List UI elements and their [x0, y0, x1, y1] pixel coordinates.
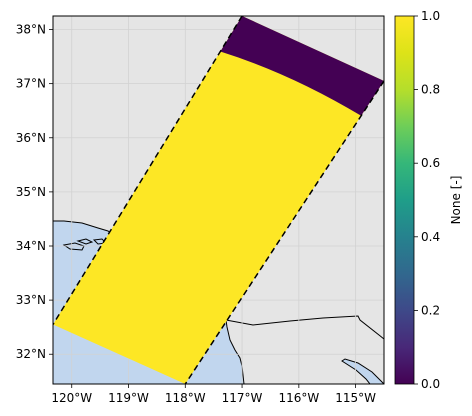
map-frame — [52, 15, 385, 385]
lon-tick-label: 115°W — [335, 391, 376, 405]
swath-edge-east — [184, 80, 384, 384]
data-swath — [53, 16, 384, 384]
lon-tick-label: 116°W — [278, 391, 319, 405]
colorbar-gradient — [394, 15, 415, 385]
lat-tick-label: 38°N — [16, 23, 46, 37]
colorbar-tick-label: 0.2 — [421, 303, 440, 317]
lat-tick-label: 32°N — [16, 347, 46, 361]
colorbar: 0.0 0.2 0.4 0.6 0.8 1.0 None [-] — [394, 9, 463, 391]
lon-tick-label: 117°W — [222, 391, 263, 405]
latitude-axis: 32°N 33°N 34°N 35°N 36°N 37°N 38°N — [16, 23, 53, 361]
lat-tick-label: 37°N — [16, 77, 46, 91]
colorbar-label: None [-] — [449, 176, 463, 225]
lat-tick-label: 34°N — [16, 239, 46, 253]
map-area — [53, 16, 384, 384]
lon-tick-label: 120°W — [51, 391, 92, 405]
swath-value-1 — [53, 16, 384, 384]
colorbar-tick-label: 0.4 — [421, 230, 440, 244]
colorbar-tick-label: 0.8 — [421, 83, 440, 97]
us-mexico-border — [225, 315, 384, 340]
swath-edge-west — [53, 16, 243, 325]
lat-tick-label: 33°N — [16, 293, 46, 307]
lon-tick-label: 118°W — [165, 391, 206, 405]
lat-tick-label: 35°N — [16, 185, 46, 199]
longitude-axis: 120°W 119°W 118°W 117°W 116°W 115°W — [51, 384, 376, 405]
colorbar-tick-label: 1.0 — [421, 9, 440, 23]
colorbar-ticks: 0.0 0.2 0.4 0.6 0.8 1.0 — [414, 9, 440, 391]
colorbar-tick-label: 0.6 — [421, 156, 440, 170]
lon-tick-label: 119°W — [108, 391, 149, 405]
colorbar-tick-label: 0.0 — [421, 377, 440, 391]
lat-tick-label: 36°N — [16, 131, 46, 145]
gulf-of-california — [341, 358, 384, 384]
swath-value-0 — [220, 16, 384, 116]
